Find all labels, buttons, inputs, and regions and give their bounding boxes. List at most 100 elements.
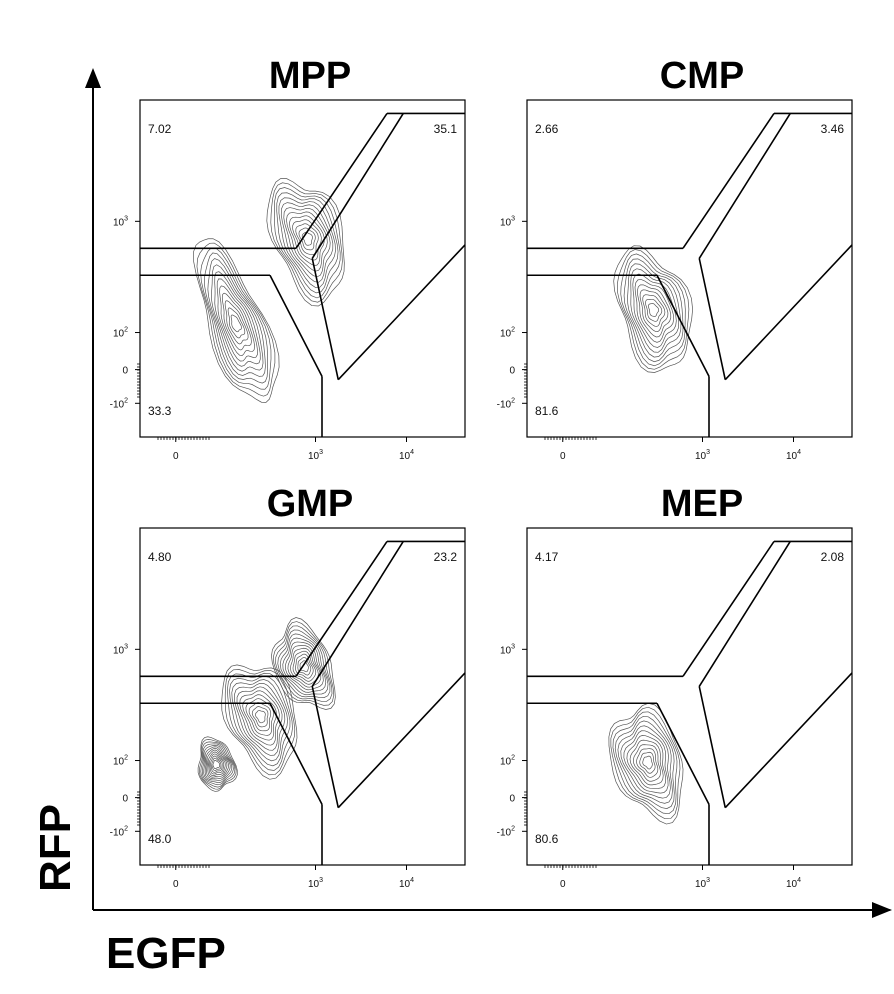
contour-line — [211, 264, 264, 372]
contour-line — [207, 258, 266, 377]
x-tick-label: 0 — [173, 451, 179, 462]
gates — [527, 112, 853, 437]
gate-upper-right-left-edge — [295, 541, 388, 677]
panel-title: MPP — [269, 55, 351, 97]
contour-line — [229, 675, 291, 767]
gate-label-upper-left: 4.80 — [148, 550, 172, 564]
gate-label-upper-right: 23.2 — [434, 550, 458, 564]
contour-line — [206, 749, 228, 778]
contour-line — [645, 298, 663, 322]
gates — [140, 540, 466, 865]
contour-line — [231, 679, 288, 762]
x-tick-label: 0 — [560, 879, 566, 890]
contour-line — [620, 253, 686, 367]
panel-mep: MEP 4.17 2.08 80.6 0 103 104 -102 0 102 103 — [497, 483, 853, 890]
x-tick-label: 103 — [308, 877, 323, 890]
y-tick-label: 103 — [113, 215, 128, 228]
y-tick-label: 102 — [500, 755, 515, 768]
y-tick-label: 102 — [500, 327, 515, 340]
gates — [140, 112, 466, 437]
contour-line — [221, 664, 298, 780]
contour-line — [201, 743, 234, 786]
y-tick-label: 102 — [113, 327, 128, 340]
gate-label-lower-left: 33.3 — [148, 404, 172, 418]
contour-line — [219, 285, 255, 356]
gate-label-upper-right: 2.08 — [821, 550, 845, 564]
gate-upper-right-left-edge — [682, 541, 775, 677]
gate-label-lower-left: 81.6 — [535, 404, 559, 418]
contour-line — [299, 660, 309, 673]
contour-line — [613, 245, 693, 373]
gate-label-upper-left: 2.66 — [535, 122, 559, 136]
contour-line — [612, 711, 678, 815]
gate-lower-right-left — [311, 258, 340, 380]
gate-lower-right-right — [337, 672, 466, 809]
contour-line — [642, 755, 653, 770]
contour-line — [639, 289, 669, 332]
y-tick-label: -102 — [110, 825, 128, 838]
contour-line — [279, 633, 329, 696]
contour-line — [239, 690, 280, 746]
contour-line — [216, 278, 258, 362]
x-tick-label: 104 — [786, 449, 801, 462]
contour-line — [200, 247, 272, 390]
gate-lower-right-left — [698, 258, 727, 380]
contour-line — [209, 753, 225, 775]
gate-label-upper-left: 4.17 — [535, 550, 559, 564]
contour-line — [227, 672, 293, 771]
contour-line — [224, 669, 296, 776]
gate-label-upper-left: 7.02 — [148, 122, 172, 136]
contour-line — [196, 242, 276, 397]
gate-lower-left-divider — [656, 274, 710, 377]
contour-line — [285, 641, 324, 691]
gate-lower-right-left — [698, 686, 727, 808]
gate-lower-right-right — [724, 244, 853, 381]
gate-upper-right-right-edge — [311, 541, 404, 687]
x-tick-label: 103 — [695, 449, 710, 462]
contour-line — [211, 757, 222, 771]
panel-mpp: MPP 7.02 35.1 33.3 0 103 104 -102 0 102 103 — [110, 55, 466, 462]
contour-line — [277, 629, 331, 698]
gate-label-upper-right: 35.1 — [434, 122, 458, 136]
x-axis-label: EGFP — [106, 929, 226, 978]
contour-line — [204, 746, 231, 781]
contour-line — [280, 202, 334, 283]
contour-line — [295, 653, 314, 679]
contour-line — [204, 252, 268, 384]
gate-lower-left-divider — [656, 702, 710, 805]
contour-line — [634, 279, 675, 343]
x-tick-label: 0 — [560, 451, 566, 462]
y-tick-label: 103 — [113, 643, 128, 656]
contour-line — [610, 706, 681, 820]
contour-line — [637, 284, 672, 338]
panel-title: CMP — [660, 55, 744, 97]
gate-label-lower-left: 80.6 — [535, 832, 559, 846]
contour-line — [608, 702, 684, 825]
gate-lower-right-right — [724, 672, 853, 809]
contour-line — [197, 736, 238, 792]
contour-line — [626, 735, 667, 789]
x-tick-label: 104 — [399, 449, 414, 462]
contour-line — [224, 300, 249, 345]
gate-upper-right-left-edge — [295, 113, 388, 249]
gate-lower-left-divider — [269, 702, 323, 805]
contour-line — [210, 755, 223, 773]
y-tick-label: 0 — [122, 794, 128, 805]
contour-line — [230, 314, 242, 333]
contour-line — [286, 211, 328, 272]
contour-line — [616, 249, 690, 370]
contour-line — [193, 238, 280, 403]
contour-line — [627, 263, 682, 358]
contour-line — [297, 656, 312, 676]
gate-lower-right-left — [311, 686, 340, 808]
y-tick-label: 103 — [500, 643, 515, 656]
density-contours — [608, 702, 684, 825]
contour-line — [205, 747, 229, 779]
y-tick-label: 102 — [113, 755, 128, 768]
x-tick-label: 104 — [786, 877, 801, 890]
contour-line — [292, 650, 317, 682]
contour-line — [255, 710, 266, 724]
contour-line — [278, 197, 336, 288]
contour-line — [283, 207, 331, 278]
